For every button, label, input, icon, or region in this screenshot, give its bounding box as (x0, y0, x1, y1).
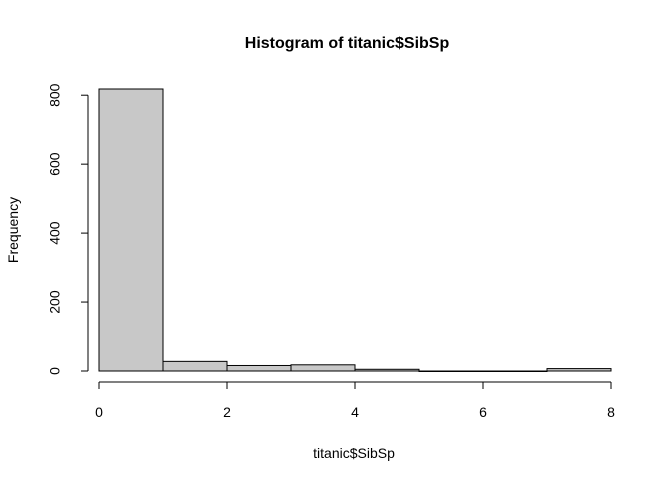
histogram-bar (162, 360, 228, 372)
x-tick-label: 0 (95, 404, 103, 420)
histogram-bar (418, 370, 484, 372)
x-tick-label: 8 (607, 404, 615, 420)
histogram-bar (354, 368, 420, 372)
histogram-bar (482, 370, 548, 372)
y-ticks-layer: 0 200 400 600 800 (47, 83, 88, 375)
y-axis: 0 200 400 600 800 (47, 83, 89, 375)
x-tick-label: 6 (479, 404, 487, 420)
y-tick-label: 0 (47, 367, 63, 375)
histogram-bar (226, 364, 292, 372)
x-axis: 0 2 4 6 8 (95, 381, 615, 420)
histogram-bar (290, 364, 356, 372)
x-tick-label: 4 (351, 404, 359, 420)
x-axis-label: titanic$SibSp (313, 445, 395, 461)
bars-layer (98, 88, 612, 372)
histogram-bar (546, 368, 612, 372)
x-tick-label: 2 (223, 404, 231, 420)
histogram-bar (98, 88, 164, 372)
y-tick-label: 200 (47, 290, 63, 314)
y-tick-label: 800 (47, 83, 63, 107)
x-ticks-layer: 0 2 4 6 8 (95, 382, 615, 420)
y-axis-label: Frequency (5, 197, 21, 263)
chart-title: Histogram of titanic$SibSp (245, 35, 450, 52)
y-tick-label: 400 (47, 221, 63, 245)
y-tick-label: 600 (47, 152, 63, 176)
